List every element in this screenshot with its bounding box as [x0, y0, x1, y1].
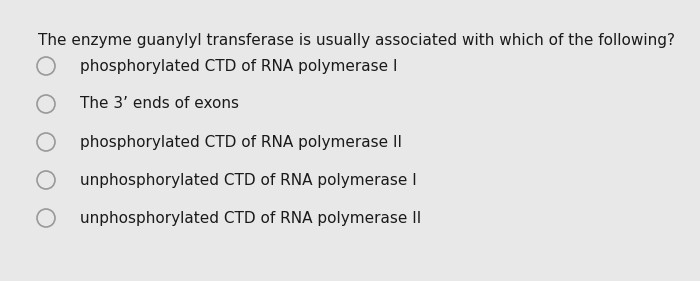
- Text: unphosphorylated CTD of RNA polymerase II: unphosphorylated CTD of RNA polymerase I…: [80, 210, 421, 225]
- Text: The 3’ ends of exons: The 3’ ends of exons: [80, 96, 239, 112]
- Text: The enzyme guanylyl transferase is usually associated with which of the followin: The enzyme guanylyl transferase is usual…: [38, 33, 675, 48]
- Text: unphosphorylated CTD of RNA polymerase I: unphosphorylated CTD of RNA polymerase I: [80, 173, 416, 187]
- Text: phosphorylated CTD of RNA polymerase I: phosphorylated CTD of RNA polymerase I: [80, 58, 398, 74]
- Text: phosphorylated CTD of RNA polymerase II: phosphorylated CTD of RNA polymerase II: [80, 135, 402, 149]
